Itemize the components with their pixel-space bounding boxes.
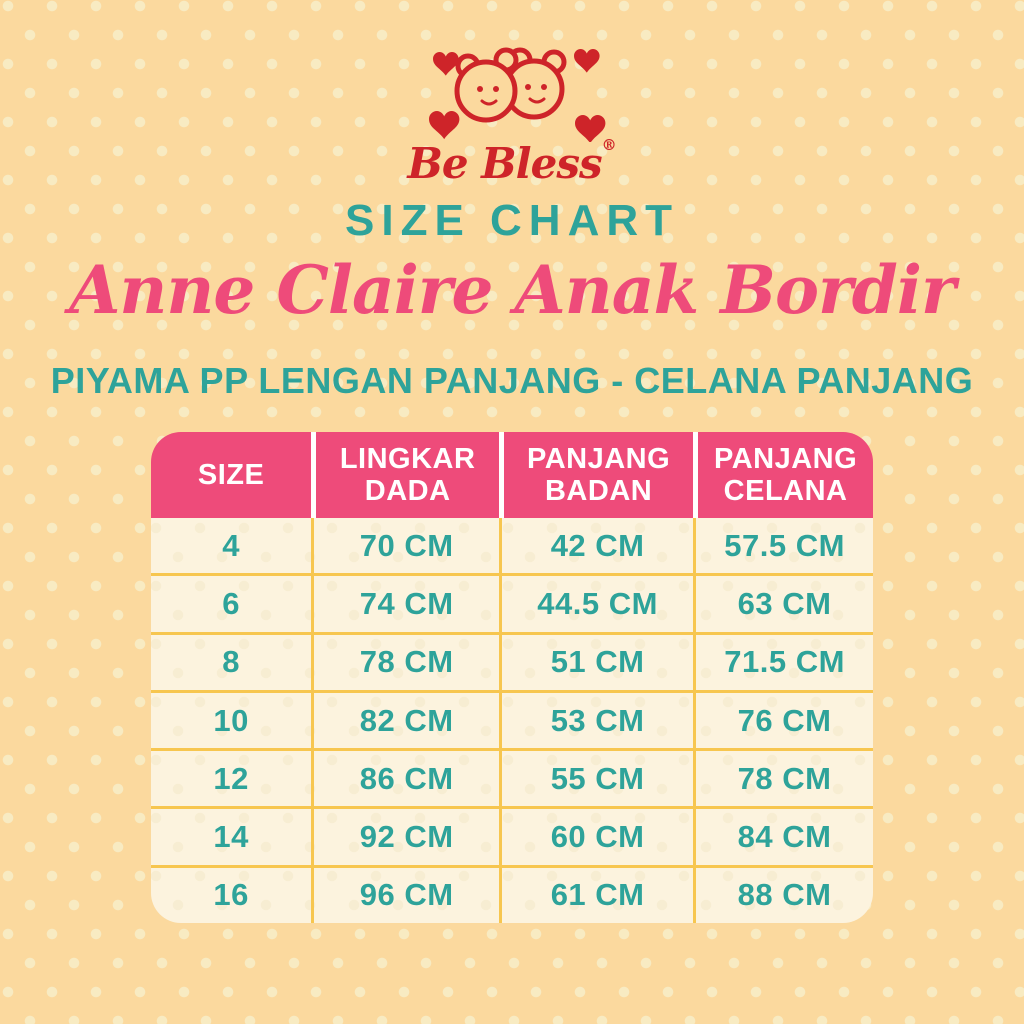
product-title: Anne Claire Anak Bordir [69,251,956,329]
bear-icon [454,47,519,123]
measurement-cell: 53 CM [499,692,693,749]
table-row: 6 74 CM 44.5 CM 63 CM [151,573,873,632]
measurement-cell: 55 CM [499,751,693,807]
size-chart-heading: SIZE CHART [345,196,679,245]
bear-face [525,84,547,90]
measurement-cell: 57.5 CM [693,518,873,574]
measurement-cell: 63 CM [693,576,873,632]
size-cell: 14 [213,819,249,855]
column-header: PANJANG BADAN [499,432,693,518]
measurement-cell: 78 CM [311,634,499,690]
table-row: 4 70 CM 42 CM 57.5 CM [151,518,873,574]
measurement-cell: 70 CM [311,518,499,574]
measurement-cell: 88 CM [693,867,873,924]
measurement-cell: 84 CM [693,809,873,865]
measurement-cell: 92 CM [311,809,499,865]
measurement-cell: 96 CM [311,867,499,924]
measurement-cell: 60 CM [499,809,693,865]
table-row: 14 92 CM 60 CM 84 CM [151,806,873,865]
size-table: SIZE LINGKAR DADA PANJANG BADAN PANJANG CEL… [151,432,873,924]
brand-name-text: Be Bless [407,139,602,188]
measurement-cell: 82 CM [311,692,499,749]
measurement-cell: 44.5 CM [499,576,693,632]
measurement-cell: 61 CM [499,867,693,924]
measurement-cell: 76 CM [693,692,873,749]
heart-icon [429,49,606,142]
table-row: 16 96 CM 61 CM 88 CM [151,864,873,924]
table-row: 12 86 CM 55 CM 78 CM [151,748,873,807]
measurement-cell: 51 CM [499,634,693,690]
product-subtitle: PIYAMA PP LENGAN PANJANG - CELANA PANJAN… [50,360,974,401]
registered-mark: ® [601,136,617,154]
table-row: 8 78 CM 51 CM 71.5 CM [151,631,873,690]
size-table-header: SIZE LINGKAR DADA PANJANG BADAN PANJANG CEL… [151,432,873,518]
size-cell: 10 [213,702,249,738]
column-header: SIZE [197,458,265,491]
size-cell: 6 [222,585,241,621]
size-cell: 12 [213,760,249,796]
brand-name: Be Bless® [372,138,652,185]
measurement-cell: 78 CM [693,751,873,807]
measurement-cell: 74 CM [311,576,499,632]
measurement-cell: 86 CM [311,751,499,807]
twin-bears-icon [429,47,606,142]
measurement-cell: 42 CM [499,518,693,574]
brand-logo: Be Bless® [372,42,652,185]
table-row: 10 82 CM 53 CM 76 CM [151,689,873,749]
size-cell: 8 [222,644,241,680]
measurement-cell: 71.5 CM [693,634,873,690]
size-cell: 16 [213,877,249,913]
column-header: LINGKAR DADA [311,432,499,518]
size-table-body: 4 70 CM 42 CM 57.5 CM 6 74 CM 44.5 CM 63 CM 8 78 … [151,518,873,924]
size-cell: 4 [222,527,241,563]
column-header: PANJANG CELANA [693,432,873,518]
bear-face [477,86,499,92]
